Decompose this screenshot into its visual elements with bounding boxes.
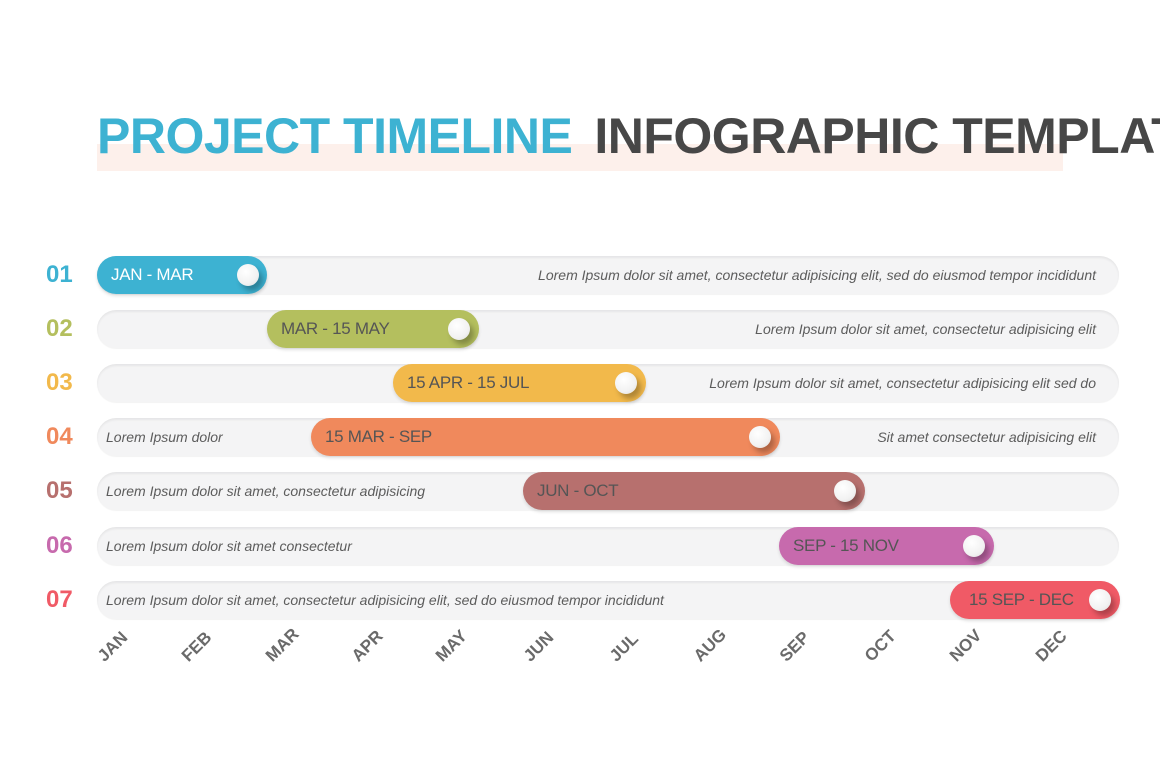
row-description-right: Lorem Ipsum dolor sit amet, consectetur … <box>538 267 1096 283</box>
month-label: DEC <box>1031 626 1071 666</box>
timeline-track <box>97 581 1119 619</box>
row-number: 04 <box>46 423 73 450</box>
row-description-right: Lorem Ipsum dolor sit amet, consectetur … <box>755 321 1096 337</box>
title-highlight-band <box>97 144 1063 171</box>
month-label: AUG <box>689 625 731 666</box>
timeline-bar[interactable]: JUN - OCT <box>523 472 865 510</box>
bar-label: 15 APR - 15 JUL <box>407 373 530 392</box>
title-part-2: INFOGRAPHIC TEMPLATE <box>594 108 1160 164</box>
month-label: MAR <box>261 624 303 666</box>
bar-handle[interactable] <box>834 480 856 502</box>
row-description-left: Lorem Ipsum dolor <box>106 429 223 445</box>
timeline-track <box>97 256 1119 294</box>
month-label: MAY <box>431 626 471 666</box>
row-description-left: Lorem Ipsum dolor sit amet consectetur <box>106 538 352 554</box>
bar-handle[interactable] <box>749 426 771 448</box>
bar-label: 15 SEP - DEC <box>969 590 1074 609</box>
month-label: OCT <box>860 626 900 666</box>
title-part-1: PROJECT TIMELINE <box>97 108 573 164</box>
timeline-bar[interactable]: MAR - 15 MAY <box>267 310 479 348</box>
row-number: 01 <box>46 261 73 288</box>
timeline-bar[interactable]: SEP - 15 NOV <box>779 527 994 565</box>
timeline-bar[interactable]: 15 APR - 15 JUL <box>393 364 646 402</box>
bar-handle[interactable] <box>237 264 259 286</box>
month-label: APR <box>347 626 387 666</box>
row-number: 03 <box>46 369 73 396</box>
row-number: 05 <box>46 477 73 504</box>
bar-label: MAR - 15 MAY <box>281 319 390 338</box>
row-description-right: Sit amet consectetur adipisicing elit <box>877 429 1096 445</box>
timeline-bar[interactable]: 15 MAR - SEP <box>311 418 780 456</box>
row-description-left: Lorem Ipsum dolor sit amet, consectetur … <box>106 483 426 499</box>
month-label: JUN <box>519 627 558 666</box>
timeline-bar[interactable]: JAN - MAR <box>97 256 267 294</box>
row-description-left: Lorem Ipsum dolor sit amet, consectetur … <box>106 592 664 608</box>
month-label: JUL <box>605 629 643 666</box>
month-label: JAN <box>93 627 132 666</box>
title-area: PROJECT TIMELINE INFOGRAPHIC TEMPLATE <box>97 108 1160 172</box>
month-label: NOV <box>945 625 986 666</box>
page-title: PROJECT TIMELINE INFOGRAPHIC TEMPLATE <box>97 108 1160 164</box>
bar-label: SEP - 15 NOV <box>793 536 899 555</box>
bar-handle[interactable] <box>615 372 637 394</box>
month-label: FEB <box>177 627 216 666</box>
bar-handle[interactable] <box>448 318 470 340</box>
bar-label: JAN - MAR <box>111 265 194 284</box>
bar-label: JUN - OCT <box>537 481 619 500</box>
bar-handle[interactable] <box>963 535 985 557</box>
month-label: SEP <box>775 627 814 666</box>
row-number: 02 <box>46 315 73 342</box>
row-number: 06 <box>46 532 73 559</box>
row-description-right: Lorem Ipsum dolor sit amet, consectetur … <box>709 375 1096 391</box>
row-number: 07 <box>46 586 73 613</box>
bar-handle[interactable] <box>1089 589 1111 611</box>
bar-label: 15 MAR - SEP <box>325 427 432 446</box>
timeline-bar[interactable]: 15 SEP - DEC <box>950 581 1120 619</box>
